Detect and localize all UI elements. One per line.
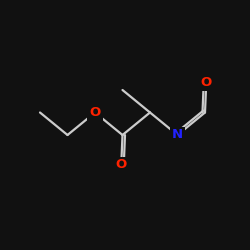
- Text: O: O: [200, 76, 212, 89]
- Text: O: O: [90, 106, 101, 119]
- Text: O: O: [116, 158, 127, 172]
- Text: N: N: [172, 128, 183, 141]
